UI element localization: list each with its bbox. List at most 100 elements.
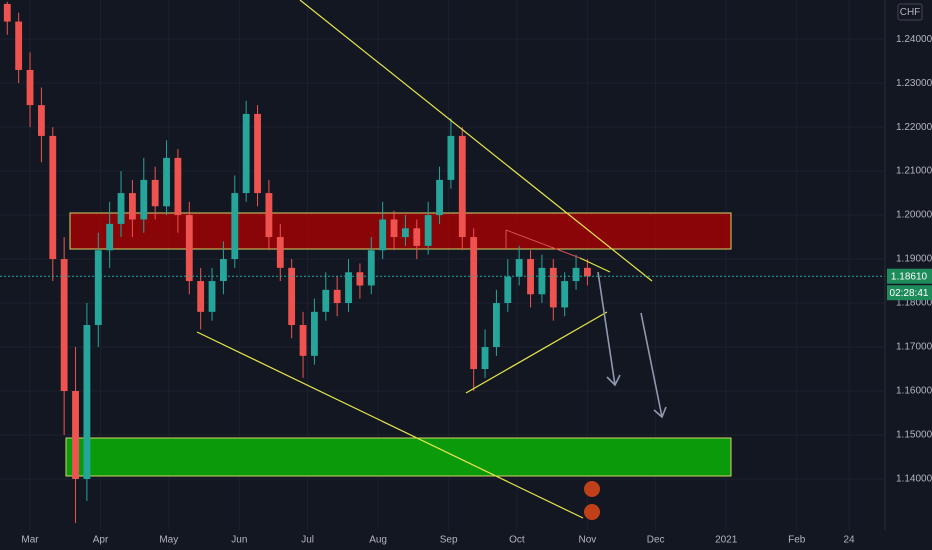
candle-body — [60, 259, 68, 392]
trendline — [505, 229, 581, 259]
resistance-zone — [69, 212, 732, 250]
y-tick-label: 1.22000 — [896, 122, 932, 133]
candle-body — [584, 267, 591, 277]
x-tick-label: Nov — [579, 535, 597, 546]
candle-body — [470, 237, 478, 370]
candle-body — [572, 267, 580, 282]
icon[interactable] — [584, 504, 600, 520]
x-tick-label: 2021 — [715, 535, 738, 546]
x-axis-panel — [0, 530, 932, 550]
candle-body — [231, 193, 239, 260]
candle-body — [436, 179, 443, 216]
candle-body — [413, 228, 421, 246]
candle-body — [72, 391, 79, 479]
candle-body — [493, 303, 500, 348]
trendline — [196, 331, 584, 519]
candle-body — [458, 135, 466, 238]
x-tick-label: Jun — [231, 535, 247, 546]
candle-body — [527, 259, 534, 295]
x-tick-label: Feb — [788, 535, 806, 546]
candle-body — [390, 219, 398, 238]
countdown-box — [887, 285, 932, 301]
arrow — [640, 312, 667, 419]
arrows — [597, 271, 667, 419]
trendline — [465, 311, 608, 394]
triangle-lines — [505, 229, 581, 259]
y-tick-label: 1.16000 — [896, 386, 932, 397]
candle-body — [185, 215, 193, 282]
candle-body — [299, 325, 307, 356]
candle-body — [208, 281, 216, 312]
candle-body — [322, 289, 330, 312]
icon[interactable] — [584, 481, 600, 497]
candle-body — [538, 267, 546, 295]
candle-body — [242, 113, 250, 194]
countdown: 02:28:41 — [890, 288, 929, 299]
candle-body — [504, 276, 512, 304]
x-tick-label: Dec — [647, 535, 665, 546]
candle-body — [265, 193, 273, 238]
y-axis: 1.24000 1.23000 1.22000 1.21000 1.20000 1.190… — [896, 34, 932, 485]
currency: CHF — [900, 7, 921, 18]
y-tick-label: 1.14000 — [896, 474, 932, 485]
candle-body — [515, 259, 523, 277]
candle-body — [288, 267, 296, 326]
candle-body — [219, 259, 227, 282]
candle-body — [140, 179, 148, 220]
trendline — [299, 0, 653, 282]
x-tick-label: Jul — [301, 535, 314, 546]
x-tick-label: May — [159, 535, 178, 546]
y-tick-label: 1.19000 — [896, 254, 932, 265]
candle-body — [15, 21, 23, 70]
trendline — [579, 257, 611, 273]
candle-body — [37, 105, 45, 136]
candle-body — [106, 223, 114, 251]
candle-body — [311, 311, 318, 356]
candle-body — [447, 135, 455, 180]
y-tick-label: 1.21000 — [896, 166, 932, 177]
candle-body — [83, 325, 91, 479]
x-tick-label: Sep — [440, 535, 458, 546]
x-tick-label: Apr — [93, 535, 109, 546]
x-tick-label: Aug — [369, 535, 387, 546]
y-tick-label: 1.24000 — [896, 34, 932, 45]
y-tick-label: 1.18000 — [896, 298, 932, 309]
candle-body — [424, 215, 432, 246]
currency-box[interactable] — [897, 3, 923, 21]
x-tick-label: Oct — [509, 535, 525, 546]
candle-body — [561, 281, 569, 308]
candle-body — [367, 250, 375, 286]
candle-body — [345, 272, 352, 304]
x-axis: Mar Apr May Jun Jul Aug Sep Oct Nov Dec 2021 Feb 24 — [21, 535, 855, 546]
x-tick-label: 24 — [843, 535, 855, 546]
candle-body — [549, 267, 557, 308]
candle-body — [276, 237, 284, 268]
x-tick-label: Mar — [21, 535, 39, 546]
candle-body — [254, 113, 261, 194]
candle-body — [128, 193, 136, 220]
icons[interactable] — [584, 481, 600, 520]
last-price: 1.18610 — [891, 271, 928, 282]
candle-body — [94, 250, 102, 326]
candle-body — [151, 179, 159, 207]
candle-body — [333, 289, 341, 304]
candle-body — [26, 69, 34, 106]
candle-body — [117, 193, 125, 224]
support-zone — [65, 437, 732, 477]
candle-body — [163, 157, 170, 207]
y-tick-label: 1.15000 — [896, 430, 932, 441]
candle-body — [197, 281, 205, 312]
candle-body — [3, 3, 11, 22]
candle-body — [481, 347, 489, 370]
y-tick-label: 1.23000 — [896, 78, 932, 89]
candle-body — [379, 219, 387, 251]
candle-body — [49, 135, 57, 260]
last-price-box — [887, 268, 932, 284]
candle-body — [402, 228, 409, 238]
y-tick-label: 1.17000 — [896, 342, 932, 353]
arrow — [597, 271, 621, 387]
candle-body — [174, 157, 182, 216]
candle-body — [356, 272, 364, 286]
trendlines — [196, 0, 653, 519]
